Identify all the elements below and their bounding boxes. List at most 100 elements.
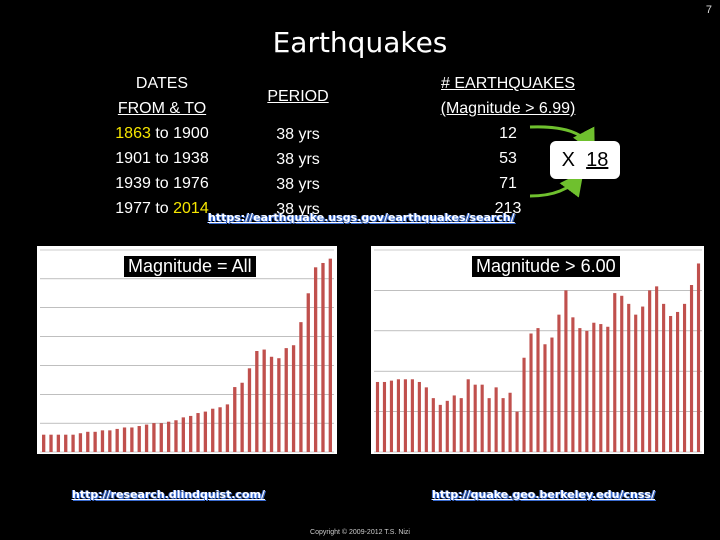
bar bbox=[543, 344, 547, 452]
usgs-link[interactable]: https://earthquake.usgs.gov/earthquakes/… bbox=[208, 211, 515, 224]
bar bbox=[606, 326, 610, 452]
date-until: 1938 bbox=[173, 150, 209, 167]
callout-value: 18 bbox=[586, 149, 609, 171]
date-from: 1939 bbox=[115, 175, 151, 192]
bar bbox=[189, 415, 193, 452]
bar bbox=[159, 423, 163, 452]
bar bbox=[247, 368, 252, 452]
bar bbox=[585, 330, 589, 452]
bar bbox=[438, 404, 442, 452]
bar bbox=[592, 322, 596, 452]
bar bbox=[284, 348, 288, 452]
bar bbox=[255, 351, 259, 452]
bar bbox=[321, 262, 325, 452]
bar bbox=[291, 345, 296, 452]
chart-magnitude-all bbox=[37, 246, 337, 454]
bar bbox=[86, 431, 90, 452]
bar bbox=[571, 317, 575, 452]
date-until: 1900 bbox=[173, 125, 209, 142]
bar bbox=[218, 407, 222, 452]
dates-row: 1977 to 2014 bbox=[92, 196, 232, 221]
bar bbox=[557, 314, 561, 452]
bar bbox=[676, 311, 680, 452]
period-cell: 38 yrs bbox=[276, 201, 320, 218]
bar bbox=[550, 337, 554, 452]
bar bbox=[620, 295, 624, 452]
bar bbox=[78, 433, 83, 452]
bar bbox=[648, 290, 652, 452]
date-until: 1976 bbox=[173, 175, 209, 192]
date-to-word: to bbox=[155, 200, 169, 217]
bar bbox=[122, 427, 127, 452]
bar bbox=[689, 285, 694, 452]
bar bbox=[459, 398, 463, 452]
dates-header-line1: DATES bbox=[135, 75, 189, 92]
bar bbox=[115, 428, 119, 452]
chart-title: Magnitude > 6.00 bbox=[472, 256, 620, 277]
bar bbox=[277, 358, 281, 452]
bar bbox=[410, 379, 414, 452]
eq-count: 12 bbox=[499, 125, 517, 142]
bar bbox=[396, 379, 400, 452]
bar bbox=[696, 263, 701, 452]
callout-prefix: X bbox=[561, 149, 575, 171]
date-from: 1977 bbox=[115, 200, 151, 217]
date-to-word: to bbox=[155, 150, 169, 167]
date-from: 1863 bbox=[115, 125, 151, 142]
bar bbox=[515, 411, 519, 452]
bar bbox=[564, 290, 568, 452]
date-until: 2014 bbox=[173, 200, 209, 217]
bar bbox=[501, 398, 505, 452]
slide-number: 7 bbox=[705, 4, 712, 16]
bar bbox=[480, 384, 484, 452]
bar bbox=[669, 315, 673, 452]
bar bbox=[431, 398, 435, 452]
lindquist-link[interactable]: http://research.dlindquist.com/ bbox=[72, 488, 266, 501]
berkeley-link[interactable]: http://quake.geo.berkeley.edu/cnss/ bbox=[432, 488, 655, 501]
bar bbox=[613, 293, 617, 452]
bar bbox=[328, 258, 332, 452]
bar bbox=[424, 387, 428, 452]
eq-count: 71 bbox=[499, 175, 517, 192]
dates-row: 1863 to 1900 bbox=[92, 121, 232, 146]
bar bbox=[93, 431, 97, 452]
bar bbox=[130, 427, 134, 452]
slide-title: Earthquakes bbox=[272, 26, 448, 59]
copyright-text: Copyright © 2009-2012 T.S. Nizi bbox=[310, 529, 410, 536]
bar bbox=[662, 303, 666, 452]
bar bbox=[522, 357, 526, 452]
bar bbox=[627, 303, 631, 452]
dates-row: 1939 to 1976 bbox=[92, 171, 232, 196]
bar bbox=[445, 400, 449, 452]
bar bbox=[634, 314, 638, 452]
eq-header-line2: (Magnitude > 6.99) bbox=[440, 100, 576, 117]
bar bbox=[389, 380, 394, 452]
eq-header-line1: # EARTHQUAKES bbox=[441, 75, 575, 92]
period-cell: 38 yrs bbox=[276, 176, 320, 193]
bar bbox=[100, 430, 105, 452]
arrow-down-icon bbox=[529, 171, 584, 198]
date-to-word: to bbox=[155, 125, 169, 142]
bar bbox=[42, 434, 46, 452]
eq-count: 53 bbox=[499, 150, 517, 167]
period-cell: 38 yrs bbox=[276, 126, 320, 143]
chart-magnitude-6 bbox=[371, 246, 704, 454]
bar bbox=[599, 324, 603, 452]
bar bbox=[641, 306, 645, 452]
bar bbox=[174, 420, 178, 452]
bar bbox=[196, 413, 200, 452]
bar bbox=[382, 381, 387, 452]
bar bbox=[233, 387, 237, 452]
bar bbox=[181, 417, 185, 452]
bar bbox=[375, 381, 380, 452]
bar bbox=[473, 384, 477, 452]
bar bbox=[49, 434, 53, 452]
bar bbox=[225, 404, 230, 452]
bar bbox=[508, 392, 512, 452]
bar bbox=[108, 430, 112, 452]
bar bbox=[536, 328, 540, 452]
bar bbox=[203, 411, 208, 452]
bar bbox=[487, 398, 491, 452]
bar bbox=[56, 434, 61, 452]
